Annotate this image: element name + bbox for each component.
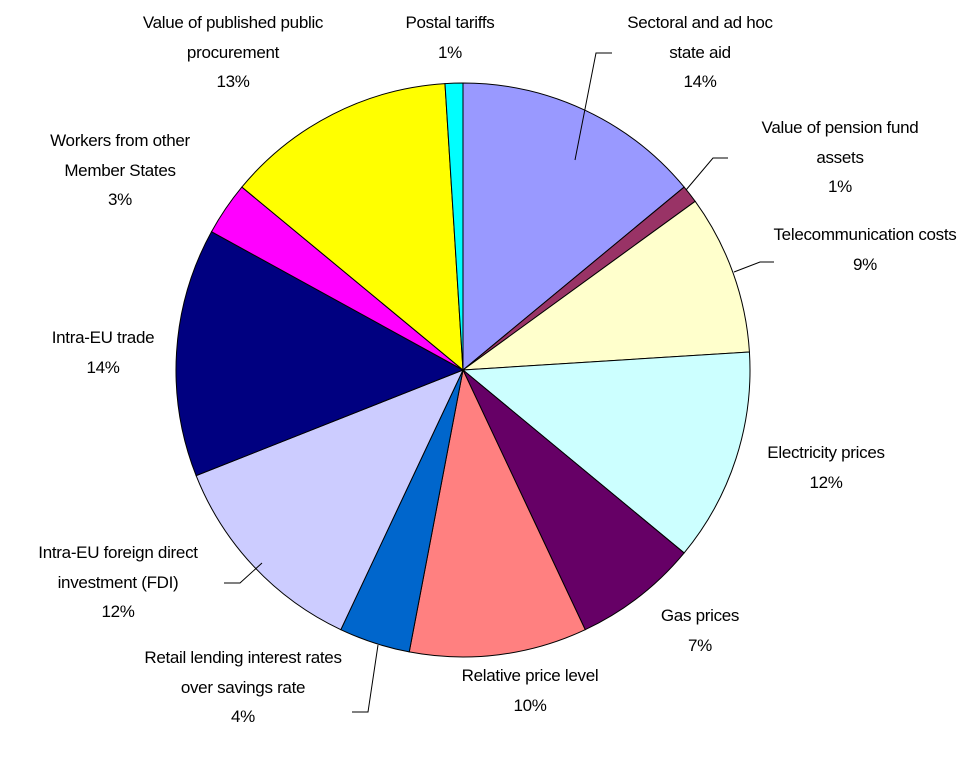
slice-label: Postal tariffs 1% <box>385 8 515 67</box>
slice-name: Postal tariffs <box>405 13 495 32</box>
slice-label: Workers from other Member States 3% <box>24 126 216 215</box>
slice-label: Retail lending interest rates over savin… <box>136 643 351 732</box>
leader-line <box>733 261 774 273</box>
leader-line <box>685 157 728 191</box>
slice-percent: 7% <box>688 635 712 655</box>
slice-name: Intra-EU trade <box>51 328 155 347</box>
pie-slice <box>461 200 750 371</box>
pie-slice <box>461 351 751 554</box>
pie-slice <box>408 368 586 658</box>
slice-percent: 1% <box>438 42 462 62</box>
slice-name: Gas prices <box>660 606 740 625</box>
leader-line <box>352 644 379 713</box>
slice-percent: 1% <box>828 177 852 196</box>
slice-percent: 12% <box>101 602 135 621</box>
slice-label: Relative price level 10% <box>430 661 630 720</box>
slice-label: Intra-EU foreign direct investment (FDI)… <box>7 538 229 627</box>
slice-percent: 4% <box>231 707 255 726</box>
slice-label: Gas prices 7% <box>625 601 775 660</box>
slice-percent: 14% <box>683 72 717 91</box>
leader-line <box>224 562 263 584</box>
slice-name: Value of published public procurement <box>142 13 324 62</box>
slice-name: Electricity prices <box>767 443 885 462</box>
pie-slice <box>444 82 464 371</box>
slice-percent: 12% <box>809 472 843 492</box>
slice-label: Electricity prices 12% <box>726 438 926 497</box>
slice-percent: 10% <box>513 695 547 715</box>
slice-name: Sectoral and ad hoc state aid <box>627 13 773 62</box>
pie-slice <box>462 369 685 631</box>
pie-slice <box>241 83 464 372</box>
slice-percent: 3% <box>108 190 132 209</box>
slice-percent: 13% <box>216 72 250 91</box>
slice-label: Value of pension fund assets 1% <box>744 113 936 202</box>
slice-label: Telecommunication costs 9% <box>769 220 961 279</box>
slice-percent: 14% <box>86 357 120 377</box>
pie-slice <box>175 231 465 477</box>
slice-name: Intra-EU foreign direct investment (FDI) <box>38 543 198 592</box>
slice-label: Sectoral and ad hoc state aid 14% <box>610 8 790 97</box>
slice-label: Value of published public procurement 13% <box>140 8 326 97</box>
pie-slice <box>195 369 464 631</box>
slice-name: Retail lending interest rates over savin… <box>144 648 342 697</box>
slice-percent: 9% <box>853 254 877 274</box>
slice-name: Relative price level <box>461 666 599 685</box>
leader-line <box>574 52 612 161</box>
slice-name: Workers from other Member States <box>50 131 190 180</box>
slice-name: Value of pension fund assets <box>761 118 919 167</box>
slice-name: Telecommunication costs <box>773 225 957 244</box>
slice-label: Intra-EU trade 14% <box>38 323 168 382</box>
